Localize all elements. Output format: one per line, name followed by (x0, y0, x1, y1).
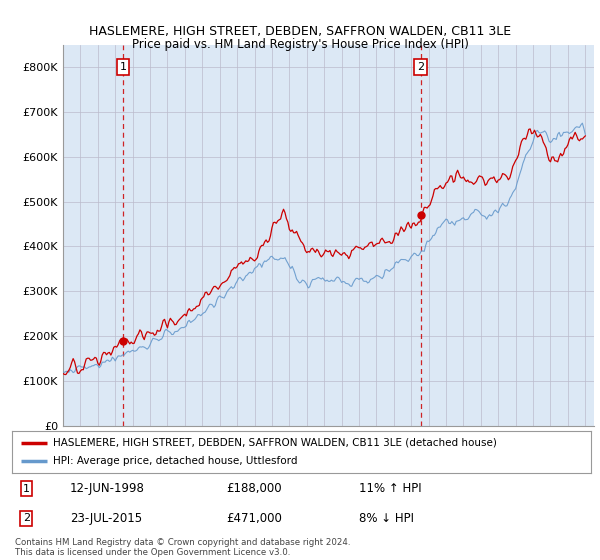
Text: 11% ↑ HPI: 11% ↑ HPI (359, 482, 422, 496)
Text: HASLEMERE, HIGH STREET, DEBDEN, SAFFRON WALDEN, CB11 3LE (detached house): HASLEMERE, HIGH STREET, DEBDEN, SAFFRON … (53, 437, 496, 447)
Text: 2: 2 (417, 62, 424, 72)
Text: 2: 2 (23, 514, 30, 524)
Text: 8% ↓ HPI: 8% ↓ HPI (359, 512, 415, 525)
Text: HPI: Average price, detached house, Uttlesford: HPI: Average price, detached house, Uttl… (53, 456, 297, 466)
Text: Contains HM Land Registry data © Crown copyright and database right 2024.
This d: Contains HM Land Registry data © Crown c… (15, 538, 350, 557)
Text: HASLEMERE, HIGH STREET, DEBDEN, SAFFRON WALDEN, CB11 3LE: HASLEMERE, HIGH STREET, DEBDEN, SAFFRON … (89, 25, 511, 38)
Text: Price paid vs. HM Land Registry's House Price Index (HPI): Price paid vs. HM Land Registry's House … (131, 38, 469, 50)
Text: 12-JUN-1998: 12-JUN-1998 (70, 482, 145, 496)
Text: 1: 1 (119, 62, 127, 72)
Text: 23-JUL-2015: 23-JUL-2015 (70, 512, 142, 525)
Text: 1: 1 (23, 484, 30, 494)
Text: £188,000: £188,000 (226, 482, 282, 496)
Text: £471,000: £471,000 (226, 512, 282, 525)
